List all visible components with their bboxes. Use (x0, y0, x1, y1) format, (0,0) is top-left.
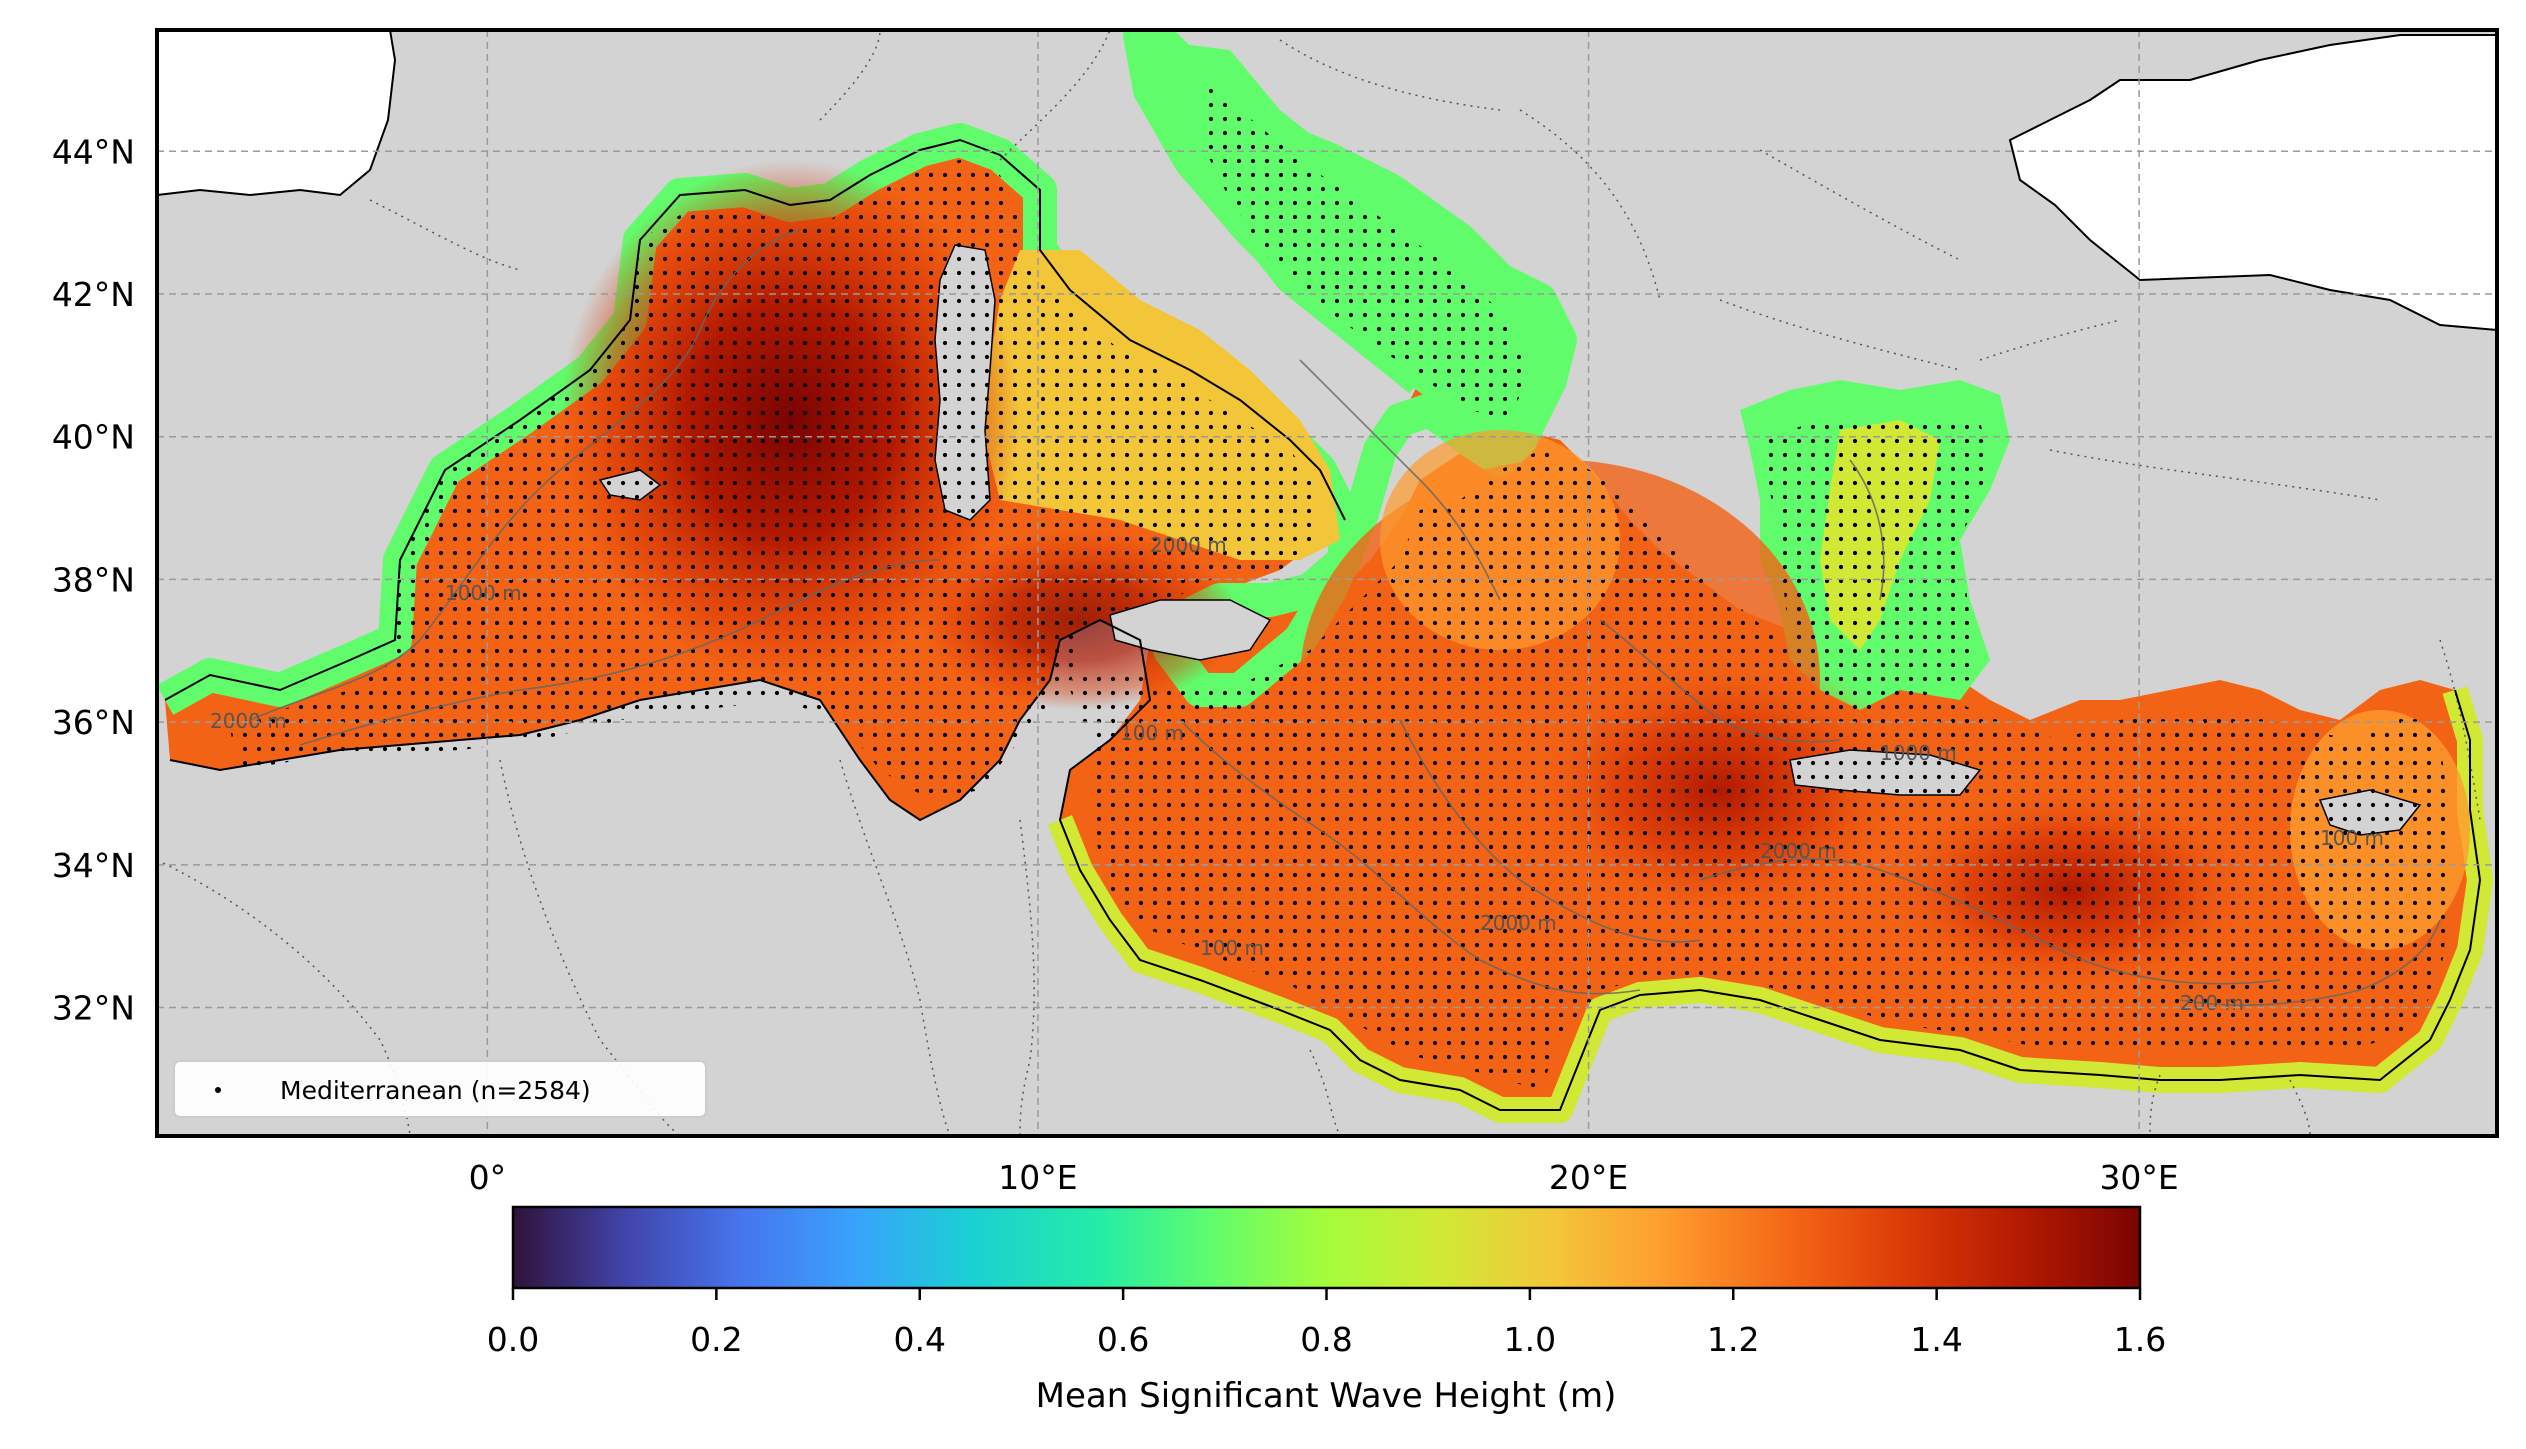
contour-label: 2000 m (210, 709, 287, 733)
longitude-tick-labels: 0° 10°E 20°E 30°E (469, 1158, 2179, 1197)
contour-label: 100 m (1120, 721, 1184, 745)
contour-label: 200 m (2180, 991, 2244, 1015)
colorbar: 0.0 0.2 0.4 0.6 0.8 1.0 1.2 1.4 1.6 Mean Signifi… (487, 1205, 2166, 1416)
legend-label: Mediterranean (n=2584) (280, 1076, 591, 1105)
lat-tick-label: 36°N (52, 703, 135, 742)
south-coastline (169, 618, 2482, 1111)
colorbar-ticks: 0.0 0.2 0.4 0.6 0.8 1.0 1.2 1.4 1.6 (487, 1288, 2166, 1359)
lat-tick-label: 42°N (52, 275, 135, 314)
north-coastline (164, 138, 1346, 701)
lon-tick-label: 20°E (1549, 1158, 1628, 1197)
lon-tick-label: 0° (469, 1158, 507, 1197)
sample-dot-grid-aegean (1760, 420, 1990, 690)
lat-tick-label: 40°N (52, 418, 135, 457)
legend-box (173, 1060, 707, 1118)
colorbar-tick-label: 1.0 (1504, 1320, 1556, 1359)
black-sea (2008, 34, 2497, 332)
contour-label: 2000 m (1760, 839, 1837, 863)
gridlines (157, 30, 2497, 1136)
sample-dot-grid-adriatic (1200, 80, 1530, 420)
sample-dot-grid (230, 160, 2450, 1090)
colorbar-tick-label: 0.4 (894, 1320, 946, 1359)
lat-tick-label: 38°N (52, 560, 135, 599)
colorbar-tick-label: 1.4 (1910, 1320, 1962, 1359)
sicily (1109, 599, 1272, 661)
contour-label: 2000 m (1480, 911, 1557, 935)
bathymetry-contours (249, 229, 2441, 1007)
atlantic-coastline (157, 30, 397, 197)
colorbar-tick-label: 0.8 (1300, 1320, 1352, 1359)
colorbar-tick-label: 0.2 (690, 1320, 742, 1359)
legend-marker (215, 1087, 221, 1093)
lon-tick-label: 10°E (998, 1158, 1077, 1197)
lat-tick-label: 44°N (52, 132, 135, 171)
contour-label: 100 m (2320, 826, 2384, 850)
contour-label: 2000 m (1150, 533, 1227, 557)
colorbar-tick-label: 0.0 (487, 1320, 539, 1359)
contour-label: 1000 m (445, 581, 522, 605)
lat-tick-label: 34°N (52, 846, 135, 885)
legend: Mediterranean (n=2584) (173, 1060, 707, 1118)
map-panel: 2000 m 1000 m 2000 m 100 m 2000 m 2000 m… (155, 28, 2499, 1138)
lat-tick-label: 32°N (52, 989, 135, 1028)
colorbar-tick-label: 1.6 (2114, 1320, 2166, 1359)
contour-label: 1000 m (1880, 741, 1957, 765)
contour-labels: 2000 m 1000 m 2000 m 100 m 2000 m 2000 m… (210, 533, 2384, 1015)
atlantic-bay-of-biscay (157, 30, 395, 195)
map-frame (155, 28, 2499, 1138)
colorbar-title: Mean Significant Wave Height (m) (1036, 1376, 1617, 1416)
colorbar-tick-label: 1.2 (1707, 1320, 1759, 1359)
latitude-tick-labels: 32°N 34°N 36°N 38°N 40°N 42°N 44°N (52, 132, 135, 1027)
contour-label: 100 m (1200, 936, 1264, 960)
colorbar-gradient (511, 1205, 2142, 1290)
sample-points (230, 80, 2450, 1090)
country-borders (157, 30, 2481, 1136)
colorbar-tick-label: 0.6 (1097, 1320, 1149, 1359)
lon-tick-label: 30°E (2099, 1158, 2178, 1197)
